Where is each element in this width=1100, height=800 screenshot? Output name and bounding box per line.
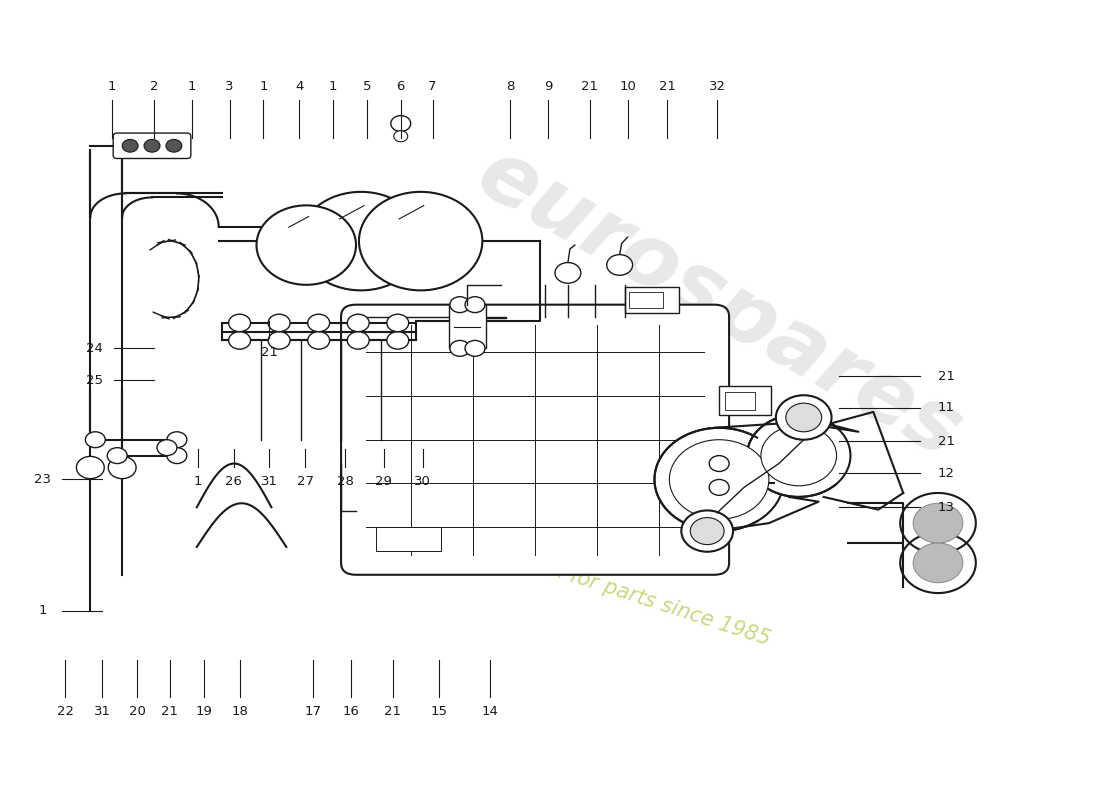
Text: 1: 1 xyxy=(188,80,196,93)
Circle shape xyxy=(387,332,409,349)
Text: 21: 21 xyxy=(938,435,955,448)
Circle shape xyxy=(710,479,729,495)
Circle shape xyxy=(747,414,850,497)
Circle shape xyxy=(359,192,482,290)
Text: 3: 3 xyxy=(226,80,234,93)
Text: 30: 30 xyxy=(415,474,431,487)
Circle shape xyxy=(394,130,408,142)
Text: 4: 4 xyxy=(295,80,304,93)
Circle shape xyxy=(654,428,784,531)
Text: 25: 25 xyxy=(86,374,102,386)
Circle shape xyxy=(108,457,136,478)
Circle shape xyxy=(387,314,409,332)
Circle shape xyxy=(348,332,370,349)
Bar xyxy=(449,305,486,348)
Circle shape xyxy=(308,332,330,349)
Circle shape xyxy=(144,139,159,152)
Bar xyxy=(376,527,441,551)
Circle shape xyxy=(465,297,485,313)
Text: 8: 8 xyxy=(506,80,515,93)
Text: 24: 24 xyxy=(86,342,102,355)
Bar xyxy=(725,392,755,410)
Text: 12: 12 xyxy=(938,466,955,479)
FancyBboxPatch shape xyxy=(341,305,729,574)
Circle shape xyxy=(86,432,106,448)
Circle shape xyxy=(450,297,470,313)
Text: 29: 29 xyxy=(375,474,393,487)
Text: 19: 19 xyxy=(196,705,212,718)
Circle shape xyxy=(107,448,128,463)
Text: 7: 7 xyxy=(428,80,437,93)
Text: 9: 9 xyxy=(543,80,552,93)
Circle shape xyxy=(122,139,139,152)
Bar xyxy=(719,386,771,415)
Text: a passion for parts since 1985: a passion for parts since 1985 xyxy=(466,533,772,649)
Text: 23: 23 xyxy=(34,473,51,486)
Text: 22: 22 xyxy=(57,705,74,718)
Circle shape xyxy=(157,440,177,456)
Circle shape xyxy=(761,426,836,486)
Text: 17: 17 xyxy=(305,705,321,718)
Circle shape xyxy=(268,314,290,332)
Bar xyxy=(628,292,663,308)
Circle shape xyxy=(556,262,581,283)
Circle shape xyxy=(348,314,370,332)
Text: 21: 21 xyxy=(581,80,598,93)
Circle shape xyxy=(308,314,330,332)
Text: 21: 21 xyxy=(384,705,402,718)
Text: 21: 21 xyxy=(659,80,675,93)
Text: 1: 1 xyxy=(108,80,117,93)
Text: 5: 5 xyxy=(363,80,371,93)
Text: 11: 11 xyxy=(938,402,955,414)
Text: 1: 1 xyxy=(329,80,338,93)
Text: 13: 13 xyxy=(938,501,955,514)
Circle shape xyxy=(299,192,422,290)
Circle shape xyxy=(710,456,729,471)
Text: 1: 1 xyxy=(39,604,47,617)
Circle shape xyxy=(229,332,251,349)
Circle shape xyxy=(681,510,733,552)
Circle shape xyxy=(776,395,832,440)
Text: 16: 16 xyxy=(342,705,360,718)
Text: 21: 21 xyxy=(261,346,278,359)
Text: 28: 28 xyxy=(337,474,353,487)
Circle shape xyxy=(913,543,962,582)
Text: 14: 14 xyxy=(482,705,498,718)
Circle shape xyxy=(465,341,485,356)
Text: 31: 31 xyxy=(261,474,278,487)
Text: eurospares: eurospares xyxy=(463,133,976,477)
Circle shape xyxy=(229,314,251,332)
Text: 31: 31 xyxy=(94,705,111,718)
Circle shape xyxy=(607,254,632,275)
Text: 1: 1 xyxy=(260,80,267,93)
Text: 32: 32 xyxy=(708,80,726,93)
Bar xyxy=(625,287,680,313)
Text: 20: 20 xyxy=(129,705,145,718)
Circle shape xyxy=(670,440,769,519)
Circle shape xyxy=(913,503,962,543)
Text: 27: 27 xyxy=(297,474,313,487)
Text: 18: 18 xyxy=(231,705,248,718)
Circle shape xyxy=(268,332,290,349)
Circle shape xyxy=(166,139,182,152)
Text: 10: 10 xyxy=(619,80,636,93)
Text: 2: 2 xyxy=(150,80,158,93)
Text: 1: 1 xyxy=(194,474,202,487)
Text: 21: 21 xyxy=(162,705,178,718)
Text: 6: 6 xyxy=(397,80,405,93)
Text: 15: 15 xyxy=(430,705,447,718)
Circle shape xyxy=(785,403,822,432)
Circle shape xyxy=(450,341,470,356)
Text: 26: 26 xyxy=(226,474,242,487)
Circle shape xyxy=(256,206,356,285)
FancyBboxPatch shape xyxy=(113,133,190,158)
Circle shape xyxy=(76,457,104,478)
Circle shape xyxy=(390,115,410,131)
Circle shape xyxy=(691,518,724,545)
Circle shape xyxy=(167,448,187,463)
Circle shape xyxy=(167,432,187,448)
Text: 21: 21 xyxy=(938,370,955,382)
